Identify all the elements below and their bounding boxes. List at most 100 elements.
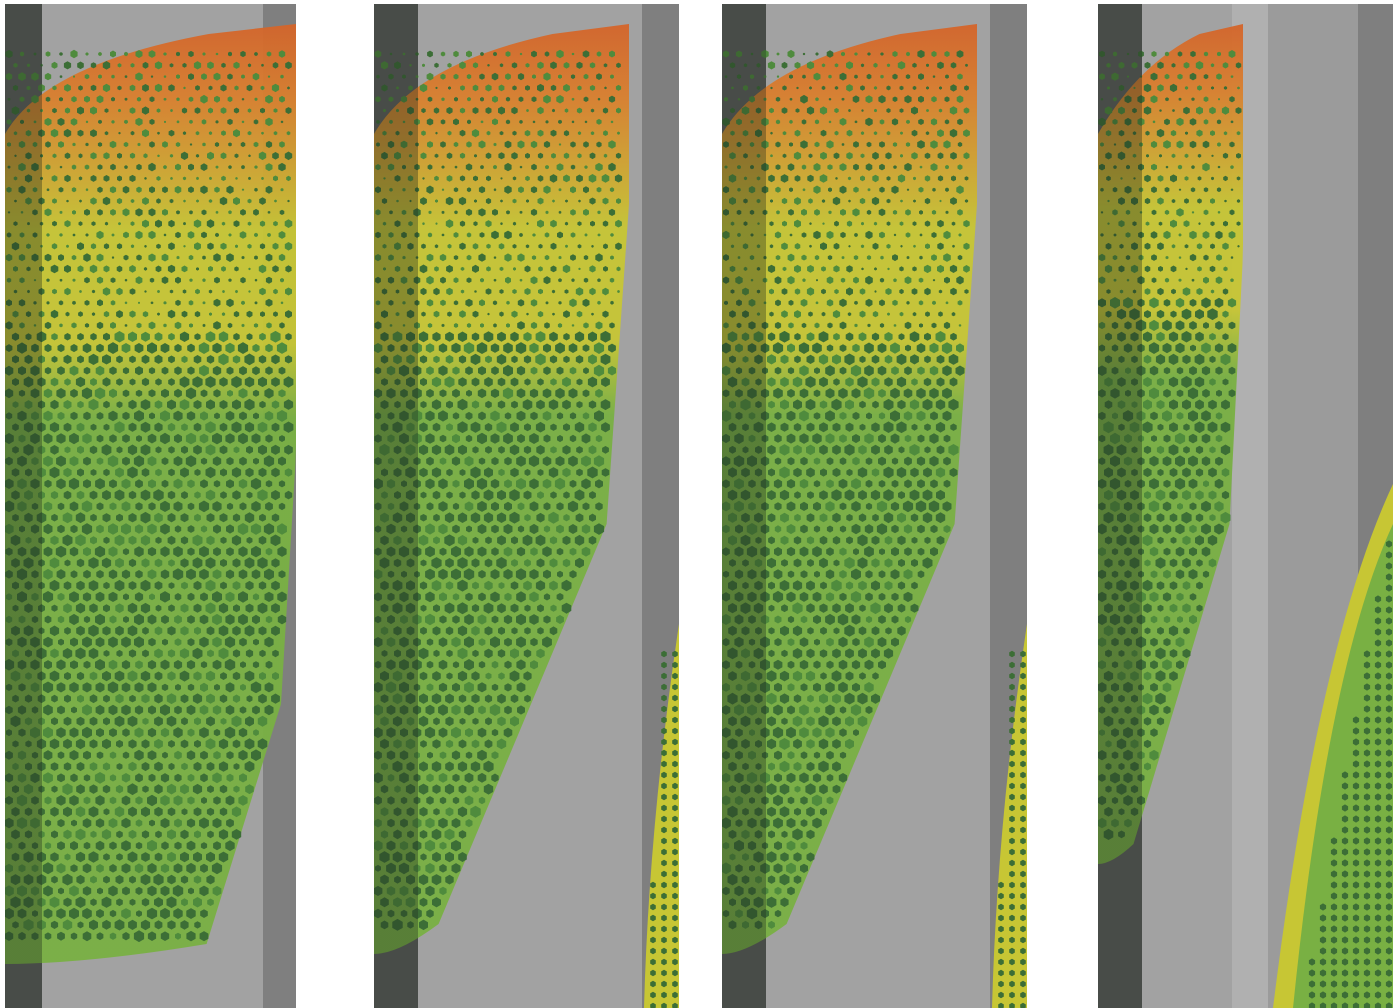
hexagon-dot-icon	[1188, 433, 1198, 444]
hexagon-dot-icon	[1107, 199, 1110, 203]
hexagon-dot-icon	[170, 109, 173, 113]
hexagon-dot-icon	[519, 210, 523, 214]
hexagon-dot-icon	[96, 276, 104, 284]
hexagon-dot-icon	[768, 762, 775, 771]
hexagon-dot-icon	[77, 400, 84, 409]
hexagon-dot-icon	[76, 784, 85, 795]
hexagon-dot-icon	[525, 63, 530, 68]
hexagon-dot-icon	[819, 106, 828, 115]
hexagon-dot-icon	[839, 366, 847, 375]
hexagon-dot-icon	[1143, 354, 1152, 364]
hexagon-dot-icon	[650, 958, 656, 966]
hexagon-dot-icon	[767, 490, 776, 501]
hexagon-dot-icon	[722, 433, 730, 444]
hexagon-dot-icon	[1118, 650, 1125, 657]
hexagon-dot-icon	[839, 751, 847, 759]
hexagon-dot-icon	[743, 198, 748, 204]
hexagon-dot-icon	[128, 513, 137, 523]
hexagon-dot-icon	[904, 162, 912, 172]
hexagon-dot-icon	[1139, 75, 1143, 78]
hexagon-dot-icon	[1189, 502, 1197, 511]
hexagon-dot-icon	[388, 232, 394, 238]
hexagon-dot-icon	[601, 422, 610, 433]
hexagon-dot-icon	[287, 86, 290, 90]
hexagon-dot-icon	[107, 455, 119, 468]
hexagon-dot-icon	[12, 649, 19, 658]
hexagon-dot-icon	[538, 243, 543, 249]
hexagon-dot-icon	[453, 141, 459, 148]
hexagon-dot-icon	[911, 288, 918, 295]
hexagon-dot-icon	[452, 388, 460, 398]
hexagon-dot-icon	[78, 311, 83, 317]
hexagon-dot-icon	[729, 265, 736, 273]
hexagon-dot-icon	[143, 267, 148, 271]
hexagon-dot-icon	[1020, 716, 1026, 724]
hexagon-dot-icon	[602, 197, 609, 205]
hexagon-dot-icon	[1385, 716, 1393, 724]
hexagon-dot-icon	[813, 480, 821, 488]
hexagon-dot-icon	[245, 649, 254, 658]
hexagon-dot-icon	[414, 570, 420, 578]
hexagon-dot-icon	[1208, 558, 1217, 568]
hexagon-dot-icon	[127, 444, 138, 456]
hexagon-dot-icon	[498, 582, 505, 590]
hexagon-dot-icon	[76, 874, 85, 885]
hexagon-dot-icon	[846, 61, 853, 70]
hexagon-dot-icon	[278, 480, 286, 488]
hexagon-dot-icon	[1104, 536, 1113, 545]
hexagon-dot-icon	[516, 478, 526, 490]
hexagon-dot-icon	[807, 491, 814, 499]
hexagon-dot-icon	[574, 489, 585, 501]
hexagon-dot-icon	[46, 233, 50, 237]
hexagon-dot-icon	[116, 401, 123, 409]
hexagon-dot-icon	[1189, 253, 1197, 262]
hexagon-dot-icon	[948, 444, 959, 456]
hexagon-dot-icon	[121, 343, 131, 354]
hexagon-dot-icon	[219, 694, 228, 703]
hexagon-dot-icon	[406, 558, 415, 568]
hexagon-dot-icon	[116, 287, 123, 296]
hexagon-dot-icon	[609, 187, 615, 193]
hexagon-dot-icon	[1198, 222, 1201, 225]
hexagon-dot-icon	[1217, 51, 1221, 57]
hexagon-dot-icon	[831, 670, 842, 682]
hexagon-dot-icon	[374, 50, 382, 58]
hexagon-dot-icon	[832, 784, 841, 794]
hexagon-dot-icon	[44, 344, 52, 353]
hexagon-dot-icon	[426, 275, 434, 285]
hexagon-dot-icon	[103, 650, 110, 657]
hexagon-dot-icon	[576, 107, 583, 114]
hexagon-dot-icon	[1149, 319, 1159, 331]
hexagon-dot-icon	[742, 559, 749, 567]
hexagon-dot-icon	[458, 377, 467, 387]
hexagon-dot-icon	[964, 199, 969, 203]
hexagon-dot-icon	[12, 762, 19, 771]
hexagon-dot-icon	[1129, 421, 1140, 433]
hexagon-dot-icon	[780, 625, 789, 636]
hexagon-dot-icon	[419, 422, 428, 433]
hexagon-dot-icon	[806, 829, 815, 840]
hexagon-dot-icon	[232, 739, 241, 749]
hexagon-dot-icon	[183, 199, 186, 203]
hexagon-dot-icon	[124, 119, 128, 124]
hexagon-dot-icon	[380, 355, 389, 364]
hexagon-dot-icon	[272, 649, 279, 658]
hexagon-dot-icon	[31, 615, 39, 624]
hexagon-dot-icon	[1341, 991, 1349, 999]
hexagon-dot-icon	[729, 310, 736, 318]
hexagon-dot-icon	[154, 581, 163, 590]
hexagon-dot-icon	[386, 546, 396, 557]
hexagon-dot-icon	[10, 874, 21, 886]
hexagon-dot-icon	[853, 141, 859, 148]
hexagon-dot-icon	[568, 524, 578, 534]
hexagon-dot-icon	[794, 491, 801, 499]
hexagon-dot-icon	[150, 301, 154, 305]
hexagon-dot-icon	[63, 829, 72, 840]
hexagon-dot-icon	[1110, 455, 1120, 467]
hexagon-dot-icon	[232, 581, 241, 591]
hexagon-dot-icon	[108, 704, 118, 716]
hexagon-dot-icon	[1137, 117, 1145, 126]
hexagon-dot-icon	[51, 175, 58, 182]
hexagon-dot-icon	[1118, 197, 1125, 205]
hexagon-dot-icon	[173, 456, 183, 467]
